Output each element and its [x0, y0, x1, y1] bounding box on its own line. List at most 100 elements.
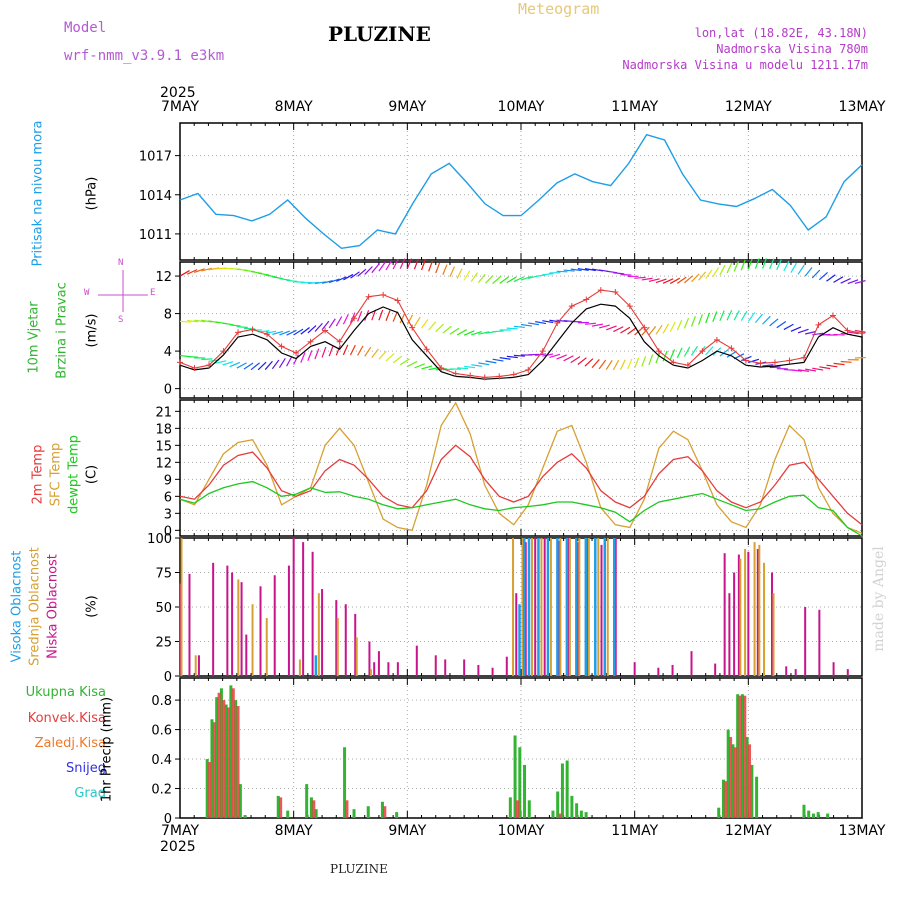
wind-arrow	[833, 333, 845, 336]
gust-marker	[467, 372, 474, 379]
wind-arrow	[740, 310, 748, 321]
cloud-bar	[612, 538, 616, 676]
y-tick-label: 8	[164, 308, 172, 323]
cloud-bar	[586, 538, 589, 676]
precip-bar	[212, 722, 216, 818]
wind-arrow	[492, 275, 502, 285]
day-label: 9MAY	[388, 99, 427, 115]
wind-arrow	[364, 346, 372, 357]
wind-arrow	[378, 350, 387, 360]
pressure-unit: (hPa)	[84, 176, 100, 211]
cloud-bar	[518, 604, 521, 676]
gust-marker	[829, 312, 836, 319]
wind-arrow	[847, 331, 859, 335]
wind-arrow	[499, 357, 511, 360]
day-label: 13MAY	[838, 823, 886, 839]
wind-arrow	[620, 273, 632, 276]
precip-bar	[343, 747, 347, 818]
wind-arrow	[528, 322, 540, 326]
precip-bar	[731, 744, 735, 818]
day-label: 9MAY	[388, 823, 427, 839]
wind-arrow	[420, 259, 426, 271]
wind-arrow	[676, 347, 683, 359]
wind-arrow	[776, 321, 787, 329]
wind-arrow	[464, 365, 476, 369]
cloud-bar	[369, 669, 372, 676]
wind-arrow	[528, 353, 540, 356]
gust-marker	[786, 357, 793, 364]
wind-arrow	[407, 360, 418, 367]
wind-arrow	[698, 314, 703, 325]
precip-bar	[807, 810, 811, 818]
wind-arrow	[769, 318, 779, 327]
wind-arrow	[406, 314, 414, 325]
wind-arrow	[435, 262, 441, 274]
cloud-bar	[197, 655, 200, 676]
wind-arrow	[342, 344, 349, 356]
wind-arrow	[762, 315, 771, 325]
gust-marker	[380, 291, 387, 298]
precip-bar	[745, 736, 749, 818]
wind-arrow	[421, 365, 433, 370]
precip-bar	[224, 704, 228, 818]
wind-arrow	[314, 281, 326, 285]
cloud-bar	[733, 572, 736, 676]
wind-arrow	[307, 350, 313, 361]
wind-arrow	[754, 313, 763, 323]
precip-bar	[276, 795, 280, 818]
cloud-bar	[396, 662, 399, 676]
wind-arrow	[797, 369, 810, 372]
cloud-bar	[575, 538, 578, 676]
cloud-bar	[584, 538, 588, 676]
wind-arrow	[747, 258, 753, 270]
precip-bar	[352, 809, 356, 818]
day-label: 10MAY	[497, 99, 545, 115]
gust-marker	[597, 287, 604, 294]
wind-label-1: 10m Vjetar	[26, 301, 42, 374]
y-tick-label: 0.6	[151, 724, 172, 739]
wind-arrow	[293, 354, 299, 365]
model-elevation-text: Nadmorska Visina u modelu 1211.17m	[622, 58, 868, 72]
precip-bar	[222, 700, 226, 818]
wind-arrow	[570, 356, 581, 364]
wind-arrow	[840, 360, 852, 363]
cloud-bar	[515, 593, 518, 676]
cloud-bar	[344, 604, 347, 676]
wind-arrow	[385, 310, 391, 321]
wind-arrow	[726, 310, 733, 321]
cloud-unit: (%)	[84, 595, 100, 618]
cloud-bar	[540, 538, 543, 676]
gust-marker	[394, 297, 401, 304]
cloud-bar	[633, 662, 636, 676]
precip-legend-total: Ukupna Kisa	[25, 685, 106, 700]
cloud-bar	[317, 593, 320, 676]
cloud-bar	[377, 651, 380, 676]
wind-arrow	[634, 357, 640, 369]
precip-bar	[750, 764, 754, 818]
cloud-bar	[505, 656, 508, 676]
wind-arrow	[293, 328, 304, 336]
cloud-bar	[794, 669, 797, 676]
wind-arrow	[279, 278, 291, 281]
gust-marker	[742, 357, 749, 364]
wind-label-2: Brzina i Pravac	[54, 282, 70, 379]
gust-marker	[307, 338, 314, 345]
y-tick-label: 50	[155, 601, 172, 616]
wind-arrow	[719, 310, 725, 322]
cloud-bar	[415, 645, 418, 676]
wind-arrow	[350, 271, 360, 279]
gust-marker	[235, 329, 242, 336]
precip-bar	[551, 810, 555, 818]
wind-arrow	[449, 266, 456, 277]
wind-arrow	[357, 345, 364, 356]
cloud-bar	[534, 538, 537, 676]
gust-marker	[206, 362, 213, 369]
cloud-bar	[597, 538, 600, 676]
cloud-bar	[537, 538, 540, 676]
precip-bar	[724, 781, 728, 818]
precip-bar	[733, 747, 737, 818]
day-label: 11MAY	[611, 99, 659, 115]
wind-arrow	[683, 317, 690, 329]
cloud-bar	[747, 551, 750, 676]
wind-arrow	[357, 268, 367, 277]
